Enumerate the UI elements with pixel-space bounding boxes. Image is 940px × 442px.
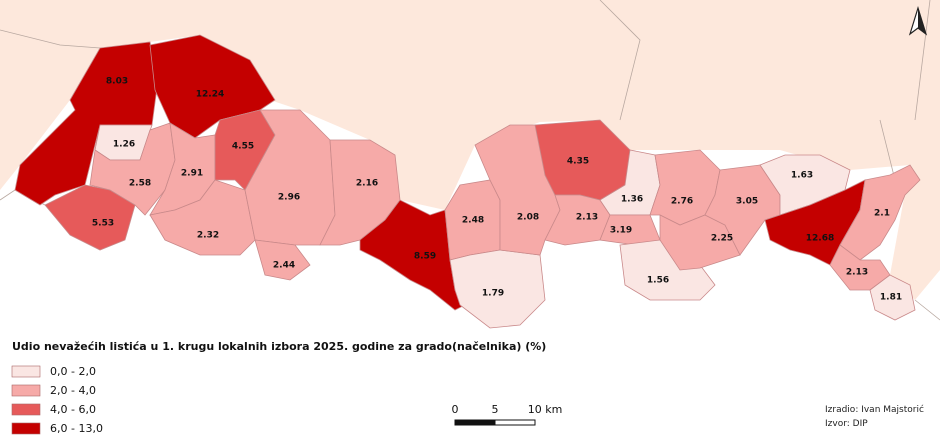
region-label: 2.91 xyxy=(181,169,203,179)
region-label: 2.13 xyxy=(846,268,868,278)
region-label: 2.1 xyxy=(874,209,890,219)
region-label: 2.25 xyxy=(711,234,733,244)
legend-swatch xyxy=(11,403,41,416)
region-label: 1.56 xyxy=(647,276,669,286)
legend-swatch xyxy=(11,422,41,435)
region-label: 2.32 xyxy=(197,231,219,241)
region xyxy=(449,249,546,329)
region-label: 1.63 xyxy=(791,171,813,181)
credit: Izradio: Ivan Majstorić xyxy=(825,404,924,415)
region xyxy=(869,274,916,321)
region xyxy=(244,109,336,246)
region-label: 12.68 xyxy=(806,234,834,244)
region-label: 5.53 xyxy=(92,219,114,229)
scale-bar: 0 5 10 km xyxy=(452,403,563,426)
region-label: 1.81 xyxy=(880,293,902,303)
region-label: 1.79 xyxy=(482,289,504,299)
region-label: 2.58 xyxy=(129,179,151,189)
region xyxy=(829,244,891,291)
region-label: 4.55 xyxy=(232,142,254,152)
region-label: 1.26 xyxy=(113,140,135,150)
region-labels: 8.03 12.24 1.26 5.53 2.58 2.91 4.55 2.32… xyxy=(92,77,902,303)
credit: Izvor: DIP xyxy=(825,419,868,429)
region-label: 2.44 xyxy=(273,261,295,271)
legend-label: 2,0 - 4,0 xyxy=(50,384,96,397)
region-label: 2.76 xyxy=(671,197,693,207)
region-label: 2.13 xyxy=(576,213,598,223)
legend: 0,0 - 2,0 2,0 - 4,0 4,0 - 6,0 6,0 - 13,0 xyxy=(11,365,103,435)
regions xyxy=(14,34,921,329)
scale-segment xyxy=(494,419,536,426)
region-label: 8.03 xyxy=(106,77,128,87)
region-label: 2.08 xyxy=(517,213,539,223)
region-label: 2.96 xyxy=(278,193,300,203)
north-arrow xyxy=(908,5,928,36)
legend-label: 4,0 - 6,0 xyxy=(50,403,96,416)
region xyxy=(839,164,921,261)
region-label: 1.36 xyxy=(621,195,643,205)
region-label: 4.35 xyxy=(567,157,589,167)
region-label: 8.59 xyxy=(414,252,436,262)
scale-label: 5 xyxy=(492,403,499,416)
north-arrow-shade xyxy=(918,8,926,34)
legend-label: 6,0 - 13,0 xyxy=(50,422,103,435)
scale-label: 0 xyxy=(452,403,459,416)
scale-segment xyxy=(454,419,496,426)
region-label: 12.24 xyxy=(196,90,224,100)
border xyxy=(0,0,931,201)
legend-swatch xyxy=(11,365,41,378)
region-label: 3.05 xyxy=(736,197,758,207)
region xyxy=(44,184,136,251)
neighbor-area xyxy=(0,0,940,300)
legend-title: Udio nevažećih listića u 1. krugu lokaln… xyxy=(12,340,546,353)
region-label: 2.16 xyxy=(356,179,378,189)
region-label: 2.48 xyxy=(462,216,484,226)
region xyxy=(254,239,311,281)
region-label: 3.19 xyxy=(610,226,632,236)
region xyxy=(359,199,466,311)
legend-swatch xyxy=(11,384,41,397)
scale-label: 10 km xyxy=(528,403,563,416)
legend-label: 0,0 - 2,0 xyxy=(50,365,96,378)
